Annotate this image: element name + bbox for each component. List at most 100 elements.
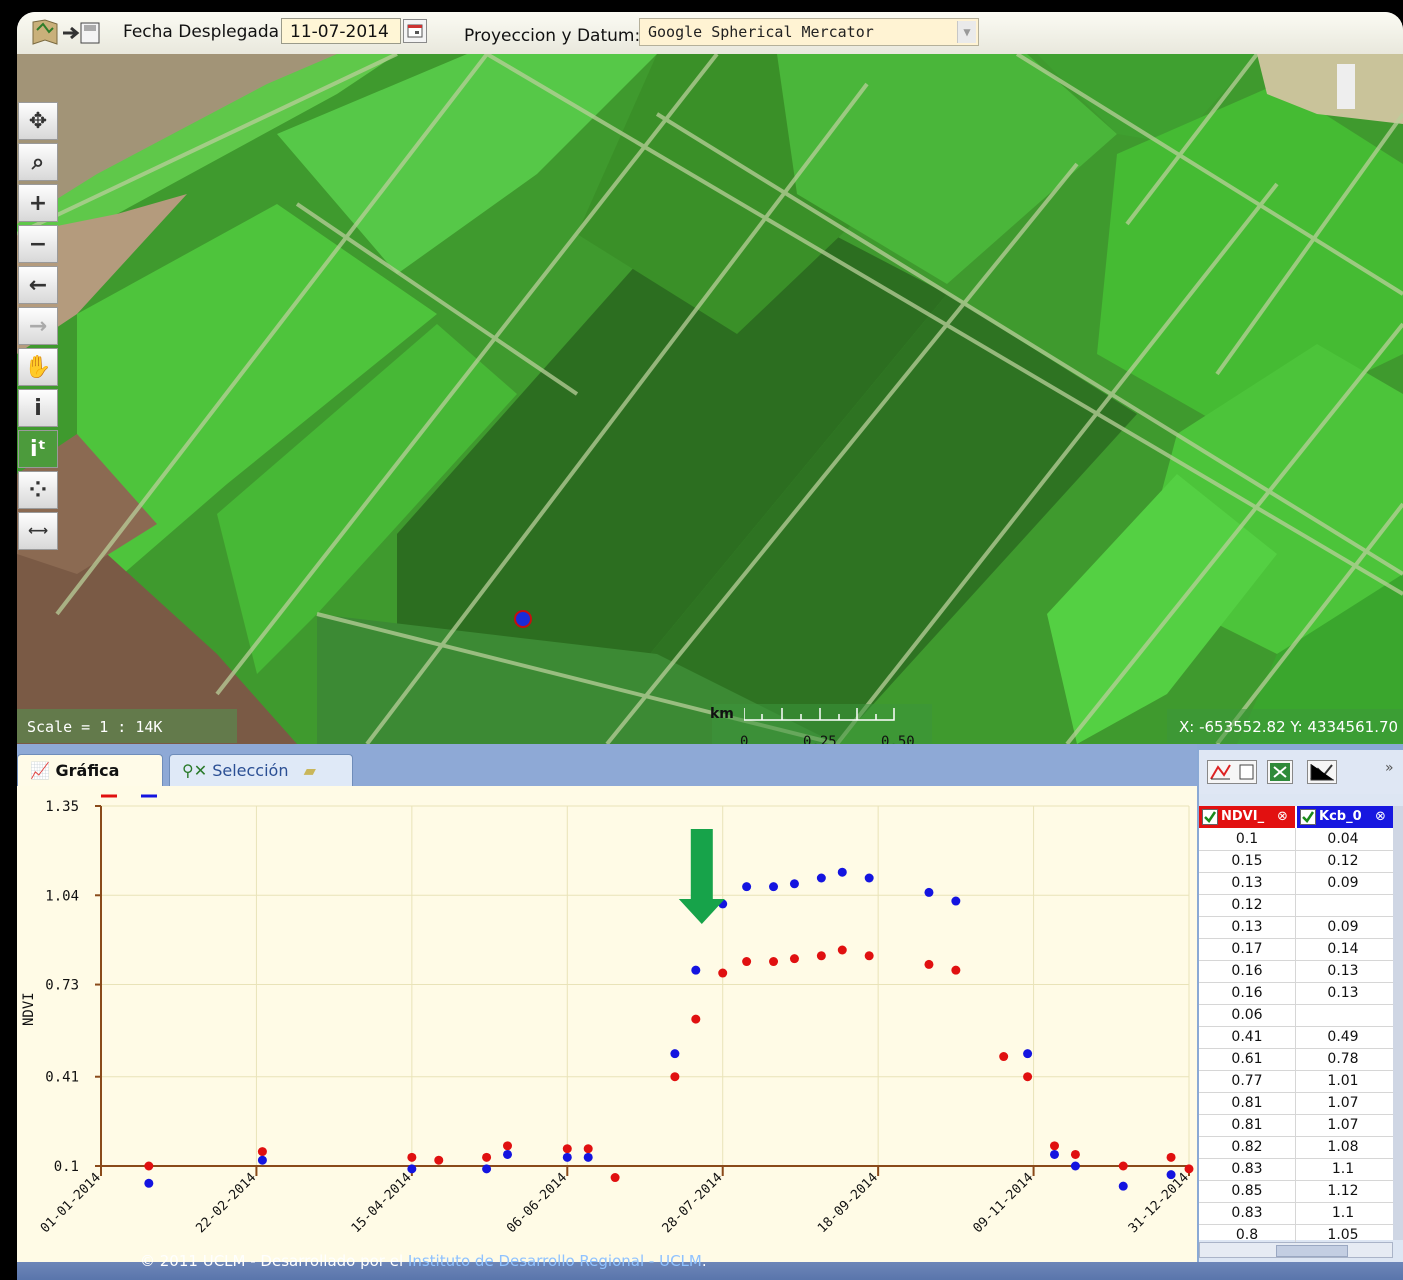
data-point [482,1152,492,1162]
column-divider [1295,916,1296,938]
column-divider [1295,1004,1296,1026]
data-point [583,1152,593,1162]
scale-box [17,709,237,743]
horizontal-scrollbar[interactable] [1199,1242,1393,1258]
eraser-icon[interactable]: ▰ [303,761,316,780]
footer-link[interactable]: Instituto de Desarrollo Regional - UCLM [407,1252,702,1270]
scroll-thumb[interactable] [1276,1245,1348,1257]
cell-ndvi: 0.81 [1231,1117,1263,1133]
x-tick-label: 01-01-2014 [38,1170,104,1236]
table-row[interactable]: 0.15 0.12 [1199,850,1393,873]
table-row[interactable]: 0.85 1.12 [1199,1180,1393,1203]
map-toolbar: ✥ ⌕ + − ← → ✋ i iᵗ ⁘ ⟷ [18,102,60,553]
side-toolbar: » [1199,750,1403,794]
scalebar-unit: km [710,706,734,722]
cell-kcb: 0.09 [1327,919,1359,935]
table-row[interactable]: 0.83 1.1 [1199,1202,1393,1225]
data-point [864,951,874,961]
table-row[interactable]: 0.13 0.09 [1199,872,1393,895]
table-row[interactable]: 0.12 [1199,894,1393,917]
bottom-panel: 📈 Gráfica ⚲✕ Selección ▰ 0.1 0.41 0.73 1.04… [17,744,1403,1264]
data-point [769,882,779,892]
data-point [769,957,779,967]
close-icon[interactable]: ⊗ [1375,809,1386,824]
x-tick-label: 31-12-2014 [1126,1170,1192,1236]
vertical-scrollbar[interactable] [1393,806,1403,1240]
info-icon[interactable]: i [18,389,58,427]
data-point [434,1155,444,1165]
data-point [503,1141,513,1151]
column-divider [1295,1070,1296,1092]
export-chart-icon[interactable] [1207,760,1257,784]
zoom-box-icon[interactable]: ⌕ [18,143,58,181]
close-icon[interactable]: ⊗ [1277,809,1288,824]
table-row[interactable]: 0.13 0.09 [1199,916,1393,939]
col-header-ndvi[interactable]: NDVI_ [1199,806,1295,828]
data-point [583,1144,593,1154]
forward-icon[interactable]: → [18,307,58,345]
table-row[interactable]: 0.1 0.04 [1199,828,1393,851]
data-point [407,1164,417,1174]
hand-icon[interactable]: ✋ [18,348,58,386]
x-tick-label: 28-07-2014 [660,1170,726,1236]
data-point [816,951,826,961]
select-points-icon[interactable]: ⁘ [18,471,58,509]
table-row[interactable]: 0.83 1.1 [1199,1158,1393,1181]
footer: © 2011 UCLM - Desarrollado por el Instit… [140,1252,707,1270]
col-header-kcb[interactable]: Kcb_0 [1297,806,1393,828]
data-point [670,1049,680,1059]
column-divider [1295,982,1296,1004]
location-marker[interactable] [514,610,532,628]
cell-kcb: 0.14 [1327,941,1359,957]
export-map-icon[interactable] [31,18,103,48]
cell-kcb: 0.13 [1327,963,1359,979]
calendar-icon[interactable] [403,19,427,43]
tab-seleccion[interactable]: ⚲✕ Selección ▰ [169,754,353,786]
column-divider [1295,1158,1296,1180]
app-window: Fecha Desplegada: 11-07-2014 Proyeccion … [17,12,1403,1280]
pan-icon[interactable]: ✥ [18,102,58,140]
excel-icon[interactable] [1267,760,1293,784]
zoom-in-icon[interactable]: + [18,184,58,222]
cell-kcb: 1.1 [1331,1205,1355,1221]
map-view[interactable]: ✥ ⌕ + − ← → ✋ i iᵗ ⁘ ⟷ Scale = 1 : 14K k… [17,54,1403,744]
cell-kcb: 1.07 [1327,1095,1359,1111]
back-icon[interactable]: ← [18,266,58,304]
footer-end: . [701,1252,707,1270]
table-row[interactable]: 0.82 1.08 [1199,1136,1393,1159]
col-header-label: NDVI_ [1221,809,1265,824]
measure-icon[interactable]: ⟷ [18,512,58,550]
data-point [951,896,961,906]
coordinates-readout: X: -653552.82 Y: 4334561.70 [1179,718,1399,736]
table-row[interactable]: 0.16 0.13 [1199,982,1393,1005]
data-side-panel: » NDVI_ Kcb_0 ⊗ ⊗ 0.1 0.04 0.15 0.12 0.13 0.0… [1199,750,1403,1264]
data-point [999,1052,1009,1062]
data-point [503,1149,513,1159]
data-point [1070,1149,1080,1159]
table-row[interactable]: 0.41 0.49 [1199,1026,1393,1049]
data-point [610,1173,620,1183]
projection-select[interactable]: Google Spherical Mercator ▼ [639,18,979,46]
chart-tool-icon[interactable] [1307,760,1337,784]
collapse-icon[interactable]: » [1385,760,1394,776]
annotation-arrow-head [678,899,725,924]
checkbox-icon[interactable] [1300,809,1316,825]
table-row[interactable]: 0.77 1.01 [1199,1070,1393,1093]
table-row[interactable]: 0.16 0.13 [1199,960,1393,983]
chevron-down-icon[interactable]: ▼ [957,21,976,43]
satellite-imagery [17,54,1403,744]
table-row[interactable]: 0.81 1.07 [1199,1092,1393,1115]
table-row[interactable]: 0.81 1.07 [1199,1114,1393,1137]
checkbox-icon[interactable] [1202,809,1218,825]
data-point [1118,1181,1128,1191]
table-row[interactable]: 0.61 0.78 [1199,1048,1393,1071]
zoom-out-icon[interactable]: − [18,225,58,263]
table-row[interactable]: 0.17 0.14 [1199,938,1393,961]
info-time-icon[interactable]: iᵗ [18,430,58,468]
cell-kcb: 1.07 [1327,1117,1359,1133]
column-divider [1295,1026,1296,1048]
cell-kcb: 1.1 [1331,1161,1355,1177]
date-field[interactable]: 11-07-2014 [281,18,401,44]
tab-grafica[interactable]: 📈 Gráfica [17,754,163,786]
table-row[interactable]: 0.06 [1199,1004,1393,1027]
